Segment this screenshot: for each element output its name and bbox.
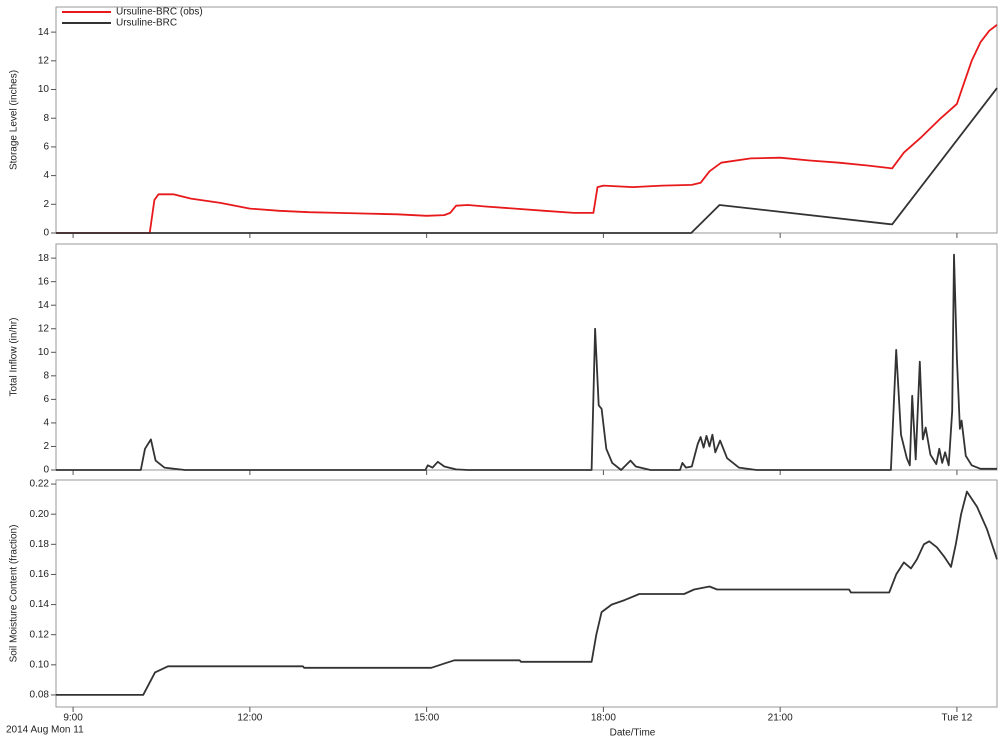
series-line: [56, 490, 998, 696]
y-tick-label: 6: [43, 142, 49, 153]
x-tick-label: 15:00: [414, 713, 439, 724]
y-tick-label: 4: [43, 170, 49, 181]
y-tick-label: 10: [38, 84, 50, 95]
y-tick-label: 0.22: [30, 479, 50, 490]
y-tick-label: 8: [43, 370, 49, 381]
x-tick-label: 12:00: [237, 713, 262, 724]
y-tick-label: 0.16: [30, 569, 50, 580]
y-tick-label: 4: [43, 418, 49, 429]
y-tick-label: 0.12: [30, 629, 50, 640]
y-tick-label: 0: [43, 228, 49, 239]
date-label: 2014 Aug Mon 11: [6, 725, 84, 736]
series-line: [56, 253, 997, 471]
legend-label: Ursuline-BRC: [116, 18, 177, 29]
x-tick-label: Tue 12: [942, 713, 973, 724]
y-tick-label: 0.08: [30, 690, 50, 701]
y-tick-label: 12: [38, 323, 50, 334]
y-tick-label: 10: [38, 347, 50, 358]
y-tick-label: 0.20: [30, 509, 50, 520]
y-tick-label: 6: [43, 394, 49, 405]
series-line: [56, 24, 998, 234]
y-tick-label: 0.18: [30, 539, 50, 550]
x-tick-label: 9:00: [63, 713, 83, 724]
x-axis-label: Date/Time: [610, 728, 656, 739]
y-tick-label: 14: [38, 27, 50, 38]
y-tick-label: 18: [38, 253, 50, 264]
y-axis-label: Soil Moisture Content (fraction): [9, 525, 20, 663]
legend-label: Ursuline-BRC (obs): [116, 7, 203, 18]
y-tick-label: 0.10: [30, 659, 50, 670]
plot-frame: [55, 243, 998, 471]
series-line: [56, 87, 998, 234]
y-tick-label: 12: [38, 55, 50, 66]
y-tick-label: 14: [38, 300, 50, 311]
x-tick-label: 21:00: [768, 713, 793, 724]
plot-frame: [55, 479, 998, 708]
y-tick-label: 2: [43, 441, 49, 452]
y-tick-label: 0: [43, 465, 49, 476]
y-tick-label: 16: [38, 276, 50, 287]
y-axis-label: Storage Level (inches): [9, 70, 20, 170]
y-tick-label: 8: [43, 113, 49, 124]
y-tick-label: 2: [43, 199, 49, 210]
y-axis-label: Total Inflow (in/hr): [9, 318, 20, 397]
x-tick-label: 18:00: [591, 713, 616, 724]
y-tick-label: 0.14: [30, 599, 50, 610]
